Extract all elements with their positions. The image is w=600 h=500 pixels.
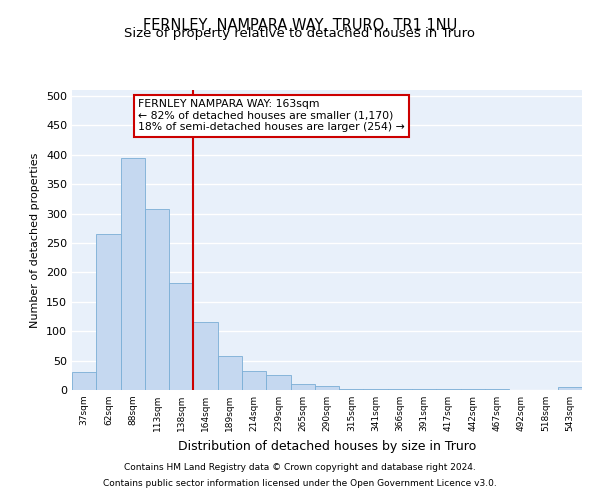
Text: Contains HM Land Registry data © Crown copyright and database right 2024.: Contains HM Land Registry data © Crown c… bbox=[124, 464, 476, 472]
Bar bbox=[145, 209, 169, 390]
Bar bbox=[218, 356, 242, 390]
Text: Size of property relative to detached houses in Truro: Size of property relative to detached ho… bbox=[125, 28, 476, 40]
X-axis label: Distribution of detached houses by size in Truro: Distribution of detached houses by size … bbox=[178, 440, 476, 452]
Bar bbox=[96, 234, 121, 390]
Bar bbox=[169, 283, 193, 390]
Bar bbox=[121, 158, 145, 390]
Text: FERNLEY, NAMPARA WAY, TRURO, TR1 1NU: FERNLEY, NAMPARA WAY, TRURO, TR1 1NU bbox=[143, 18, 457, 32]
Bar bbox=[72, 372, 96, 390]
Bar bbox=[290, 384, 315, 390]
Bar bbox=[193, 322, 218, 390]
Bar bbox=[339, 389, 364, 390]
Bar bbox=[266, 376, 290, 390]
Bar bbox=[242, 371, 266, 390]
Y-axis label: Number of detached properties: Number of detached properties bbox=[31, 152, 40, 328]
Bar bbox=[558, 387, 582, 390]
Bar bbox=[315, 386, 339, 390]
Text: Contains public sector information licensed under the Open Government Licence v3: Contains public sector information licen… bbox=[103, 478, 497, 488]
Text: FERNLEY NAMPARA WAY: 163sqm
← 82% of detached houses are smaller (1,170)
18% of : FERNLEY NAMPARA WAY: 163sqm ← 82% of det… bbox=[139, 99, 405, 132]
